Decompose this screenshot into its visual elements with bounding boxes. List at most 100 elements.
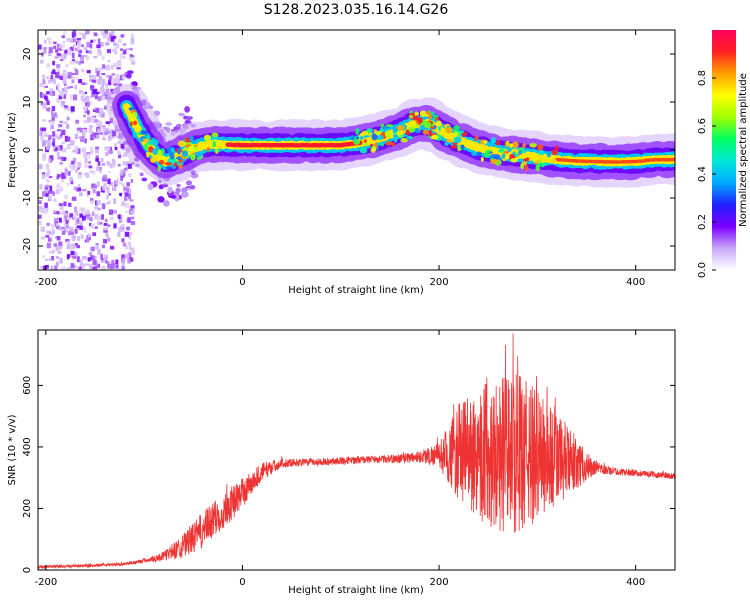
noise-cell — [92, 136, 96, 139]
noise-cell — [115, 74, 119, 79]
ridge-blob — [164, 162, 172, 166]
noise-cell — [62, 31, 67, 36]
noise-cell — [92, 184, 98, 189]
noise-cell — [51, 110, 54, 116]
noise-cell — [83, 154, 87, 159]
noise-cell — [113, 42, 117, 46]
noise-cell — [106, 48, 112, 54]
noise-cell — [88, 161, 92, 164]
noise-cell — [100, 158, 104, 162]
noise-cell — [79, 213, 83, 218]
noise-cell — [185, 180, 193, 186]
noise-cell — [48, 250, 52, 254]
chart-title: S128.2023.035.16.14.G26 — [264, 2, 449, 18]
noise-cell — [60, 91, 65, 97]
noise-cell — [130, 42, 135, 45]
noise-cell — [44, 132, 48, 136]
noise-cell — [42, 265, 46, 270]
noise-cell — [82, 128, 87, 133]
noise-cell — [123, 189, 126, 194]
noise-cell — [84, 263, 90, 266]
ridge-blob — [435, 117, 439, 121]
noise-cell — [103, 223, 108, 226]
noise-cell — [122, 170, 126, 177]
noise-cell — [87, 110, 90, 115]
noise-cell — [68, 162, 74, 169]
noise-cell — [42, 102, 47, 109]
noise-cell — [56, 217, 60, 221]
noise-cell — [72, 244, 76, 249]
noise-cell — [96, 166, 100, 172]
noise-cell — [53, 41, 57, 45]
x-tick-label: -200 — [35, 277, 58, 288]
noise-cell — [67, 71, 72, 78]
noise-cell — [108, 137, 112, 141]
noise-cell — [42, 255, 45, 258]
noise-cell — [170, 194, 176, 199]
ridge-blob — [142, 138, 150, 143]
colorbar-tick-label: 0.6 — [697, 118, 708, 134]
noise-cell — [90, 39, 94, 44]
noise-cell — [90, 223, 95, 229]
noise-cell — [70, 106, 75, 112]
noise-cell — [107, 263, 111, 269]
noise-cell — [131, 250, 136, 256]
noise-cell — [63, 53, 67, 59]
noise-cell — [44, 85, 49, 88]
noise-cell — [120, 229, 125, 232]
noise-cell — [94, 213, 98, 220]
noise-cell — [76, 127, 82, 131]
noise-cell — [83, 114, 86, 118]
ridge-blob — [406, 135, 413, 140]
noise-cell — [97, 78, 101, 85]
noise-cell — [39, 183, 43, 190]
ridge-blob — [129, 121, 133, 127]
noise-cell — [79, 220, 83, 227]
noise-cell — [38, 44, 42, 50]
noise-cell — [139, 172, 144, 177]
ridge-blob — [392, 134, 398, 138]
noise-cell — [120, 34, 125, 38]
noise-cell — [63, 211, 67, 216]
noise-cell — [81, 215, 86, 221]
noise-cell — [124, 245, 128, 250]
noise-cell — [105, 187, 110, 190]
noise-cell — [83, 105, 88, 112]
noise-cell — [56, 176, 60, 180]
noise-cell — [49, 258, 52, 261]
noise-cell — [120, 143, 125, 149]
noise-cell — [66, 254, 70, 260]
noise-cell — [110, 135, 115, 139]
noise-cell — [64, 89, 68, 95]
noise-cell — [118, 154, 122, 159]
noise-cell — [104, 82, 108, 86]
noise-cell — [118, 39, 122, 43]
noise-cell — [39, 266, 45, 269]
noise-cell — [47, 134, 51, 141]
noise-cell — [73, 161, 77, 168]
noise-cell — [45, 172, 50, 177]
colorbar-tick-label: 0.8 — [697, 70, 708, 86]
noise-cell — [85, 55, 89, 61]
noise-cell — [120, 48, 123, 52]
noise-cell — [80, 54, 84, 61]
noise-cell — [62, 40, 65, 44]
noise-cell — [80, 234, 84, 240]
ridge-blob — [143, 143, 149, 150]
noise-cell — [46, 222, 50, 227]
noise-cell — [128, 161, 132, 166]
noise-cell — [78, 61, 81, 65]
ridge-blob — [493, 154, 501, 160]
ridge-blob — [214, 148, 219, 155]
ridge-blob — [169, 152, 175, 160]
noise-cell — [83, 119, 88, 124]
noise-cell — [97, 220, 100, 226]
y-tick-label: 200 — [22, 499, 33, 518]
ridge-blob — [540, 163, 545, 168]
noise-cell — [83, 91, 87, 95]
noise-cell — [103, 174, 108, 179]
noise-cell — [77, 44, 81, 51]
x-tick-label: 400 — [626, 577, 645, 588]
noise-cell — [112, 163, 116, 168]
